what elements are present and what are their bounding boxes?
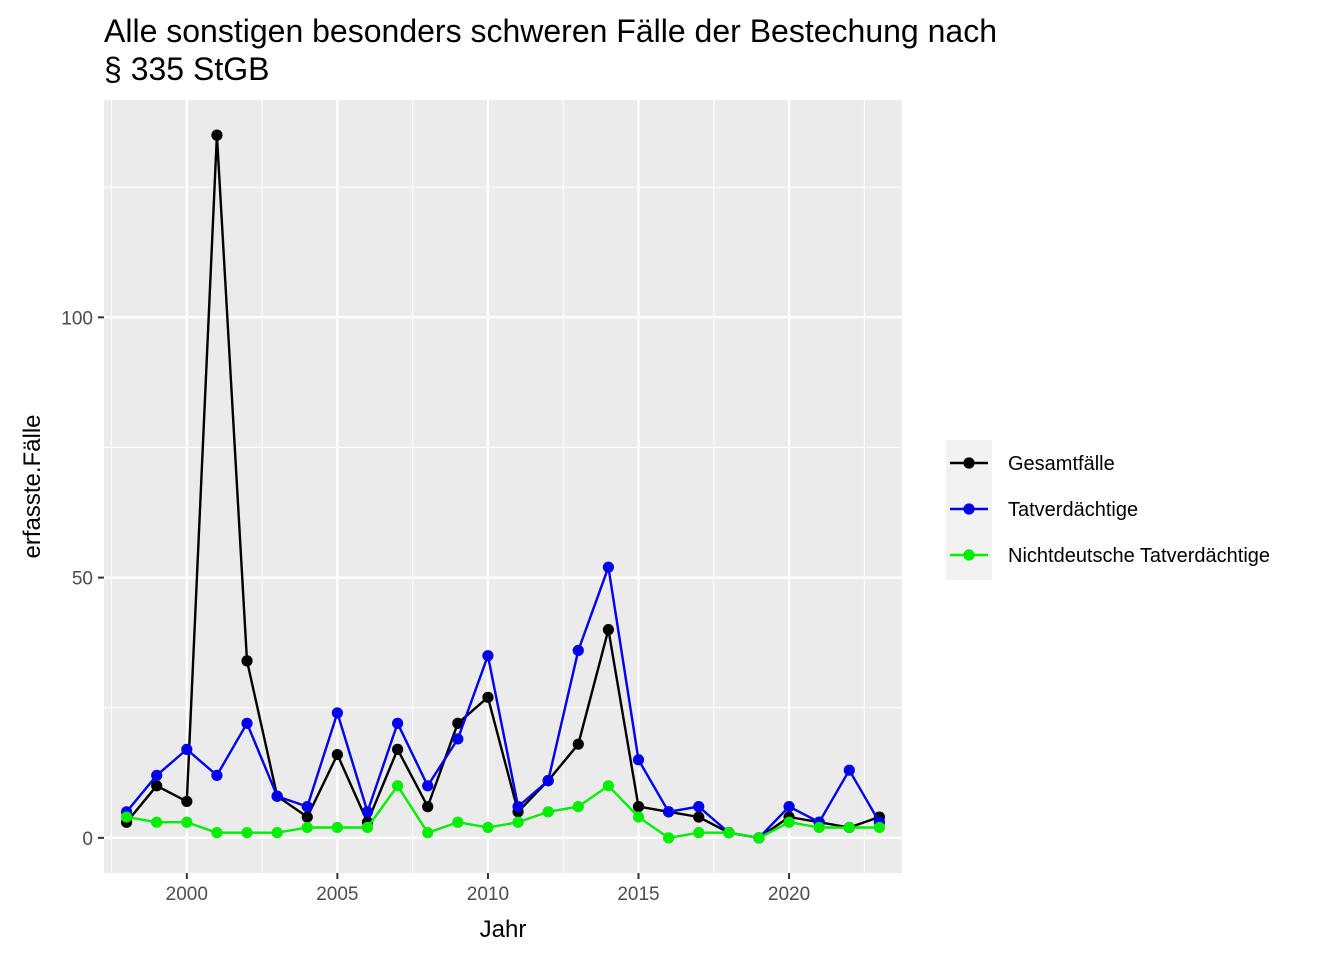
y-axis: 0 50 100 xyxy=(61,308,104,850)
data-point xyxy=(392,743,404,755)
data-point xyxy=(572,644,584,657)
data-point xyxy=(723,827,735,839)
legend-key-point xyxy=(963,503,975,515)
legend-item: Gesamtfälle xyxy=(950,453,1115,475)
data-point xyxy=(301,801,313,813)
data-point xyxy=(392,717,404,729)
data-point xyxy=(663,832,675,844)
data-point xyxy=(602,624,614,636)
data-point xyxy=(512,816,524,828)
x-tick-label: 2000 xyxy=(166,884,208,905)
data-point xyxy=(572,738,584,750)
data-point xyxy=(331,821,343,834)
data-point xyxy=(271,790,283,802)
x-tick-label: 2020 xyxy=(768,884,810,905)
data-point xyxy=(181,795,193,808)
legend-item: Nichtdeutsche Tatverdächtige xyxy=(950,545,1270,567)
data-point xyxy=(632,801,645,813)
data-point xyxy=(482,650,494,662)
legend: Gesamtfälle Tatverdächtige Nichtdeutsche T… xyxy=(946,440,1270,580)
x-tick-label: 2015 xyxy=(617,884,659,905)
data-point xyxy=(211,769,223,781)
data-point xyxy=(241,717,253,729)
chart-title-line-1: Alle sonstigen besonders schweren Fälle … xyxy=(104,13,997,49)
data-point xyxy=(783,801,795,813)
data-point xyxy=(632,754,645,766)
data-point xyxy=(361,821,374,834)
data-point xyxy=(572,801,584,813)
legend-label: Gesamtfälle xyxy=(1008,453,1115,475)
data-point xyxy=(361,806,374,818)
data-point xyxy=(452,717,464,729)
data-point xyxy=(753,832,765,844)
data-point xyxy=(663,806,675,818)
y-tick-label: 100 xyxy=(61,308,93,329)
data-point xyxy=(422,780,434,792)
chart-title-line-2: § 335 StGB xyxy=(104,51,269,87)
data-point xyxy=(271,827,283,839)
data-point xyxy=(542,775,554,787)
legend-item: Tatverdächtige xyxy=(950,499,1138,521)
data-point xyxy=(331,707,343,719)
data-point xyxy=(422,827,434,839)
data-point xyxy=(211,129,223,141)
data-point xyxy=(602,561,614,573)
data-point xyxy=(452,816,464,828)
data-point xyxy=(693,801,705,813)
data-point xyxy=(693,827,705,839)
data-point xyxy=(151,769,163,781)
data-point xyxy=(422,801,434,813)
data-point xyxy=(181,743,193,755)
x-axis: 2000 2005 2010 2015 2020 xyxy=(166,873,810,905)
chart-title: Alle sonstigen besonders schweren Fälle … xyxy=(104,13,997,87)
data-point xyxy=(512,801,524,813)
data-point xyxy=(331,748,343,761)
y-tick-label: 0 xyxy=(82,829,93,850)
data-point xyxy=(873,821,886,834)
data-point xyxy=(241,655,253,667)
y-tick-label: 50 xyxy=(72,569,93,590)
data-point xyxy=(301,811,313,823)
y-axis-title: erfasste.Fälle xyxy=(19,414,46,558)
legend-key-point xyxy=(963,549,975,561)
data-point xyxy=(482,821,494,834)
data-point xyxy=(241,827,253,839)
data-point xyxy=(602,780,614,792)
data-point xyxy=(151,816,163,828)
data-point xyxy=(181,816,193,828)
data-point xyxy=(843,764,855,776)
data-point xyxy=(843,821,855,834)
x-tick-label: 2010 xyxy=(467,884,509,905)
x-tick-label: 2005 xyxy=(316,884,358,905)
data-point xyxy=(542,806,554,818)
data-point xyxy=(211,827,223,839)
data-point xyxy=(452,733,464,745)
data-point xyxy=(783,816,795,828)
data-point xyxy=(392,780,404,792)
data-point xyxy=(632,811,645,823)
data-point xyxy=(151,780,163,792)
legend-label: Tatverdächtige xyxy=(1008,499,1138,521)
series-2 xyxy=(120,780,886,844)
series-layer xyxy=(120,129,886,844)
x-axis-title: Jahr xyxy=(480,916,527,943)
grid-minor xyxy=(104,100,902,873)
legend-label: Nichtdeutsche Tatverdächtige xyxy=(1008,545,1270,567)
data-point xyxy=(301,821,313,834)
data-point xyxy=(813,821,825,834)
data-point xyxy=(120,811,133,823)
data-point xyxy=(482,691,494,703)
data-point xyxy=(693,811,705,823)
legend-key-point xyxy=(963,457,975,469)
